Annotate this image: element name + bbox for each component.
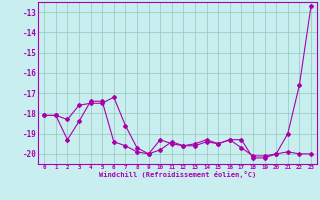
X-axis label: Windchill (Refroidissement éolien,°C): Windchill (Refroidissement éolien,°C)	[99, 171, 256, 178]
